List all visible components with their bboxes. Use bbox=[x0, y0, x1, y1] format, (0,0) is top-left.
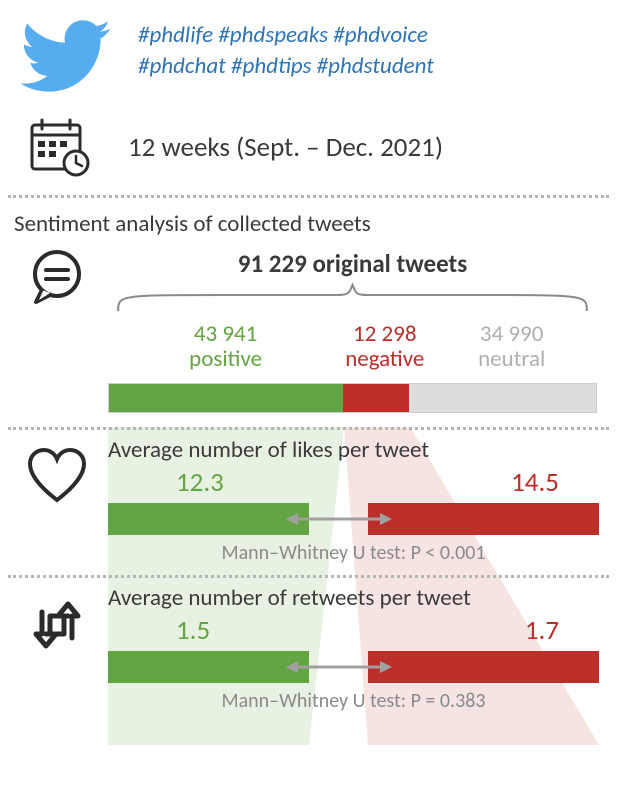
negative-label: negative bbox=[343, 347, 426, 372]
likes-title: Average number of likes per tweet bbox=[108, 430, 599, 464]
hashtags-line-1: #phdlife #phdspeaks #phdvoice bbox=[138, 20, 434, 51]
retweets-bar-negative bbox=[368, 651, 599, 683]
sentiment-content: 91 229 original tweets 43 941 positive 1… bbox=[108, 248, 597, 413]
retweets-stat: Mann–Whitney U test: P = 0.383 bbox=[108, 689, 599, 713]
negative-count: 12 298 bbox=[343, 322, 426, 347]
neutral-count-col: 34 990 neutral bbox=[426, 322, 597, 373]
retweets-section: Average number of retweets per tweet 1.5… bbox=[0, 578, 617, 713]
heart-icon bbox=[26, 446, 88, 508]
likes-content: Average number of likes per tweet 12.3 1… bbox=[108, 430, 599, 565]
retweets-content: Average number of retweets per tweet 1.5… bbox=[108, 578, 599, 713]
retweets-positive-value: 1.5 bbox=[176, 614, 210, 647]
sentiment-bar-positive bbox=[109, 384, 343, 412]
likes-bars bbox=[108, 503, 599, 535]
likes-bar-gap bbox=[309, 503, 368, 535]
retweets-bar-positive bbox=[108, 651, 309, 683]
sentiment-bar-negative bbox=[343, 384, 409, 412]
calendar-clock-icon bbox=[28, 117, 92, 177]
neutral-label: neutral bbox=[426, 347, 597, 372]
retweets-bar-gap bbox=[309, 651, 368, 683]
likes-positive-value: 12.3 bbox=[176, 466, 224, 499]
retweet-icon bbox=[26, 594, 88, 656]
curly-brace-icon bbox=[108, 281, 597, 315]
hashtags-text: #phdlife #phdspeaks #phdvoice #phdchat #… bbox=[138, 18, 434, 82]
sentiment-bar-neutral bbox=[409, 384, 596, 412]
sentiment-counts-row: 43 941 positive 12 298 negative 34 990 n… bbox=[108, 322, 597, 373]
retweets-title: Average number of retweets per tweet bbox=[108, 578, 599, 612]
retweets-bars bbox=[108, 651, 599, 683]
positive-label: positive bbox=[108, 347, 343, 372]
speech-bubble-icon bbox=[28, 248, 86, 306]
hashtags-line-2: #phdchat #phdtips #phdstudent bbox=[138, 51, 434, 82]
likes-bar-negative bbox=[368, 503, 599, 535]
period-section: 12 weeks (Sept. – Dec. 2021) bbox=[0, 103, 617, 195]
positive-count-col: 43 941 positive bbox=[108, 322, 343, 373]
negative-count-col: 12 298 negative bbox=[343, 322, 426, 373]
retweets-negative-value: 1.7 bbox=[525, 614, 559, 647]
total-tweets-label: 91 229 original tweets bbox=[108, 248, 597, 279]
likes-values: 12.3 14.5 bbox=[108, 466, 599, 499]
period-text: 12 weeks (Sept. – Dec. 2021) bbox=[128, 131, 443, 164]
hashtags-section: #phdlife #phdspeaks #phdvoice #phdchat #… bbox=[0, 0, 617, 103]
likes-stat: Mann–Whitney U test: P < 0.001 bbox=[108, 541, 599, 565]
likes-negative-value: 14.5 bbox=[511, 466, 559, 499]
neutral-count: 34 990 bbox=[426, 322, 597, 347]
likes-bar-positive bbox=[108, 503, 309, 535]
retweets-values: 1.5 1.7 bbox=[108, 614, 599, 647]
sentiment-bar bbox=[108, 383, 597, 413]
positive-count: 43 941 bbox=[108, 322, 343, 347]
section-title: Sentiment analysis of collected tweets bbox=[0, 198, 617, 246]
likes-section: Average number of likes per tweet 12.3 1… bbox=[0, 430, 617, 565]
sentiment-section: 91 229 original tweets 43 941 positive 1… bbox=[0, 246, 617, 413]
twitter-bird-icon bbox=[20, 18, 110, 93]
